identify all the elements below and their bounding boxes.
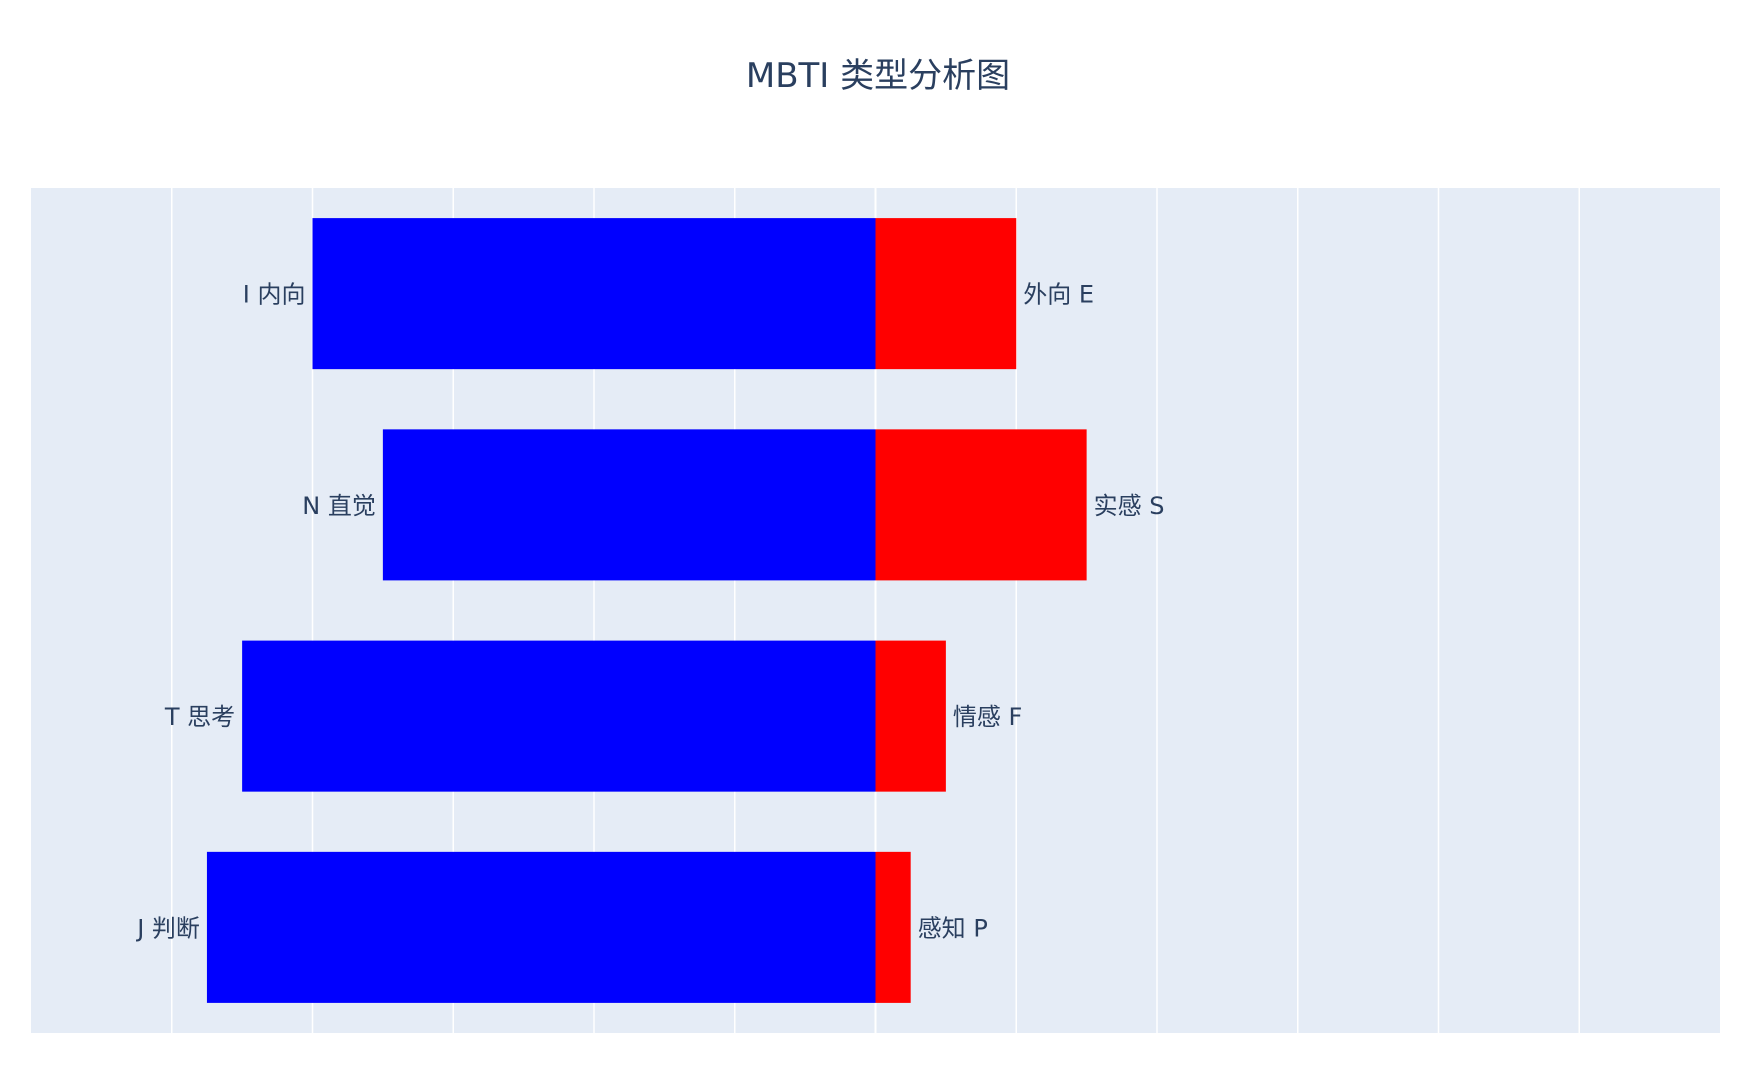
left-bar-label-1: N 直觉 <box>302 492 376 520</box>
left-bar-label-2: T 思考 <box>164 703 235 731</box>
left-bar-label-0: I 内向 <box>243 281 306 309</box>
left-bar-3 <box>206 851 876 1003</box>
right-bar-label-2: 情感 F <box>953 703 1022 731</box>
bars <box>206 218 1087 1003</box>
bar-labels: I 内向 N 直觉 T 思考 J 判断 外向 E 实感 S 情感 F 感知 P <box>135 281 1164 943</box>
left-bar-label-3: J 判断 <box>135 914 200 942</box>
left-bar-1 <box>382 429 876 581</box>
right-bar-0 <box>875 218 1017 370</box>
right-bar-label-1: 实感 S <box>1094 492 1165 520</box>
right-bar-label-0: 外向 E <box>1023 281 1094 309</box>
left-bar-0 <box>312 218 876 370</box>
chart-title: MBTI 类型分析图 <box>746 56 1010 96</box>
right-bar-2 <box>875 640 946 792</box>
right-bar-label-3: 感知 P <box>918 914 988 942</box>
right-bar-1 <box>875 429 1087 581</box>
right-bar-3 <box>875 851 911 1003</box>
left-bar-2 <box>242 640 876 792</box>
